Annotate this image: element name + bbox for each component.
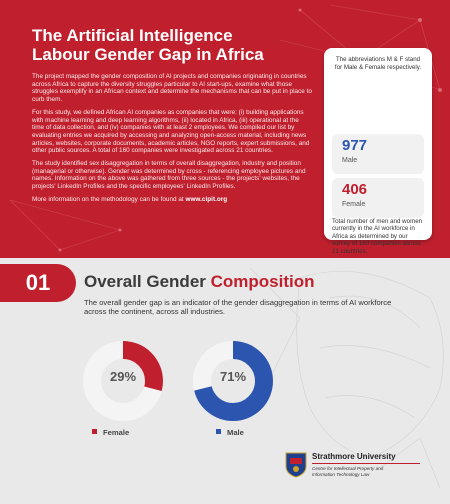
intro-paragraph-4: More information on the methodology can … bbox=[32, 196, 312, 204]
strathmore-logo: Strathmore University Centre for Intelle… bbox=[285, 450, 425, 490]
section-title-highlight: Composition bbox=[210, 272, 315, 291]
female-stat: 406 Female bbox=[332, 178, 424, 218]
female-legend-swatch bbox=[92, 429, 97, 434]
male-label: Male bbox=[342, 157, 358, 164]
female-legend: Female bbox=[92, 428, 129, 437]
university-name: Strathmore University bbox=[312, 452, 396, 461]
title-line-2: Labour Gender Gap in Africa bbox=[32, 45, 264, 64]
section-title: Overall Gender Composition bbox=[84, 272, 315, 292]
male-donut-chart bbox=[193, 341, 273, 421]
centre-line-2: Information Technology Law bbox=[312, 472, 370, 477]
section-number-badge: 01 bbox=[0, 264, 76, 302]
male-percent-label: 71% bbox=[219, 369, 247, 384]
centre-name: Centre for Intellectual Property and Inf… bbox=[312, 466, 427, 478]
female-percent-label: 29% bbox=[109, 369, 137, 384]
intro-paragraph-2: For this study, we defined African AI co… bbox=[32, 108, 310, 155]
male-donut-arc bbox=[193, 341, 273, 421]
male-stat: 977 Male bbox=[332, 134, 424, 174]
centre-line-1: Centre for Intellectual Property and bbox=[312, 466, 384, 471]
male-legend-swatch bbox=[216, 429, 221, 434]
abbreviation-note: The abbreviations M & F stand for Male &… bbox=[334, 56, 422, 71]
stats-card: The abbreviations M & F stand for Male &… bbox=[324, 48, 432, 255]
female-count: 406 bbox=[342, 181, 368, 198]
intro-paragraph-1: The project mapped the gender compositio… bbox=[32, 73, 312, 104]
methodology-prefix: More information on the methodology can … bbox=[32, 195, 186, 203]
male-count: 977 bbox=[342, 137, 368, 154]
title-line-1: The Artificial Intelligence bbox=[32, 26, 233, 45]
male-legend-label: Male bbox=[227, 428, 244, 437]
workforce-description: Total number of men and women currently … bbox=[332, 218, 423, 255]
intro-paragraph-3: The study identified sex disaggregation … bbox=[32, 160, 306, 191]
methodology-link[interactable]: www.cipit.org bbox=[185, 195, 228, 203]
female-label: Female bbox=[342, 201, 366, 208]
female-donut-chart bbox=[83, 341, 163, 421]
intro-text: The project mapped the gender compositio… bbox=[32, 73, 312, 209]
section-title-main: Overall Gender bbox=[84, 272, 211, 291]
male-legend: Male bbox=[216, 428, 244, 437]
logo-divider bbox=[312, 463, 420, 464]
female-legend-label: Female bbox=[103, 428, 130, 437]
page-title: The Artificial Intelligence Labour Gende… bbox=[32, 26, 312, 64]
female-donut-arc bbox=[83, 341, 163, 421]
section-description: The overall gender gap is an indicator o… bbox=[84, 298, 392, 317]
university-crest-icon bbox=[285, 452, 307, 478]
